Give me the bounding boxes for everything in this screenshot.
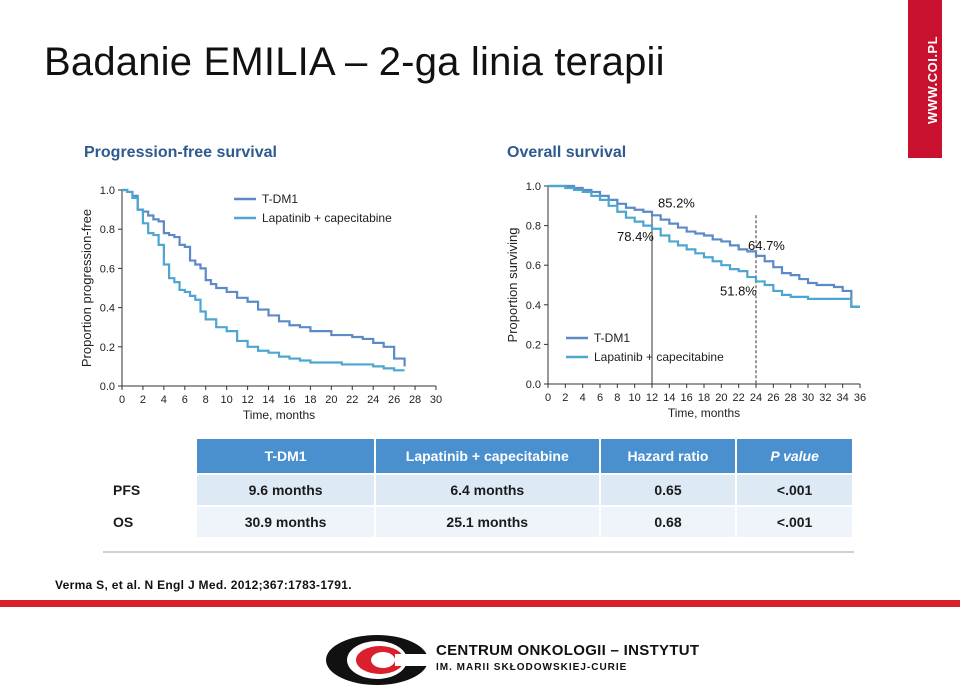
os-annotation: 51.8% bbox=[720, 283, 757, 298]
pfs-x-tick-label: 20 bbox=[325, 394, 337, 406]
footer-rule bbox=[0, 600, 960, 607]
pfs-y-tick-label: 0.8 bbox=[100, 224, 115, 236]
table-header-p-value-text: P value bbox=[770, 448, 819, 464]
pfs-x-tick-label: 18 bbox=[304, 394, 316, 406]
pfs-x-tick-label: 24 bbox=[367, 394, 379, 406]
cell-pfs-hr: 0.65 bbox=[598, 473, 738, 507]
results-table: T-DM1 Lapatinib + capecitabine Hazard ra… bbox=[102, 437, 854, 539]
os-annotation: 64.7% bbox=[748, 238, 785, 253]
pfs-x-tick-label: 30 bbox=[430, 394, 442, 406]
table-header-corner bbox=[102, 437, 198, 475]
os-x-tick-label: 26 bbox=[767, 392, 779, 404]
citation[interactable]: Verma S, et al. N Engl J Med. 2012;367:1… bbox=[55, 578, 352, 592]
table-header-tdm1: T-DM1 bbox=[195, 437, 376, 475]
row-label-pfs: PFS bbox=[102, 473, 198, 507]
pfs-x-tick-label: 0 bbox=[119, 394, 125, 406]
os-x-tick-label: 34 bbox=[837, 392, 849, 404]
cell-os-p: <.001 bbox=[735, 505, 854, 539]
os-x-tick-label: 6 bbox=[597, 392, 603, 404]
os-annotation: 85.2% bbox=[658, 195, 695, 210]
pfs-chart: 0.00.20.40.60.81.00 2 4 6 8 10 12 14 16 18 20 22 24 2… bbox=[79, 185, 442, 422]
table-row: PFS 9.6 months 6.4 months 0.65 <.001 bbox=[102, 473, 854, 507]
side-tab[interactable]: WWW.COI.PL bbox=[908, 0, 942, 158]
os-x-tick-label: 18 bbox=[698, 392, 710, 404]
os-y-tick-label: 1.0 bbox=[526, 181, 541, 193]
pfs-x-tick-label: 28 bbox=[409, 394, 421, 406]
os-x-tick-label: 8 bbox=[614, 392, 620, 404]
pfs-y-tick-label: 0.0 bbox=[100, 381, 115, 393]
os-series-line-lapatinib bbox=[548, 184, 860, 308]
institution-subtitle: IM. MARII SKŁODOWSKIEJ-CURIE bbox=[436, 662, 628, 673]
pfs-x-tick-label: 4 bbox=[161, 394, 167, 406]
pfs-chart-title: Progression-free survival bbox=[84, 144, 277, 161]
institution-name: CENTRUM ONKOLOGII – INSTYTUT bbox=[436, 642, 700, 659]
table-header-row: T-DM1 Lapatinib + capecitabine Hazard ra… bbox=[102, 437, 854, 475]
table-header-hazard-ratio: Hazard ratio bbox=[598, 437, 738, 475]
pfs-x-tick-label: 22 bbox=[346, 394, 358, 406]
os-y-tick-label: 0.6 bbox=[526, 260, 541, 272]
os-x-tick-label: 24 bbox=[750, 392, 762, 404]
os-y-tick-label: 0.0 bbox=[526, 379, 541, 391]
table-header-lapatinib: Lapatinib + capecitabine bbox=[373, 437, 601, 475]
pfs-y-tick-label: 0.2 bbox=[100, 342, 115, 354]
cell-pfs-lapatinib: 6.4 months bbox=[373, 473, 601, 507]
pfs-y-axis-label: Proportion progression-free bbox=[79, 209, 94, 367]
pfs-x-tick-label: 12 bbox=[241, 394, 253, 406]
cell-pfs-p: <.001 bbox=[735, 473, 854, 507]
cell-pfs-tdm1: 9.6 months bbox=[195, 473, 376, 507]
os-x-tick-label: 30 bbox=[802, 392, 814, 404]
os-x-tick-label: 22 bbox=[733, 392, 745, 404]
side-tab-label: WWW.COI.PL bbox=[925, 35, 940, 124]
os-x-tick-label: 14 bbox=[663, 392, 675, 404]
os-y-axis-label: Proportion surviving bbox=[505, 228, 520, 343]
os-y-tick-label: 0.8 bbox=[526, 221, 541, 233]
os-x-tick-label: 0 bbox=[545, 392, 551, 404]
os-annotation: 78.4% bbox=[617, 229, 654, 244]
os-x-tick-label: 4 bbox=[580, 392, 586, 404]
os-x-tick-label: 2 bbox=[562, 392, 568, 404]
cell-os-tdm1: 30.9 months bbox=[195, 505, 376, 539]
os-x-tick-label: 10 bbox=[629, 392, 641, 404]
os-x-tick-label: 12 bbox=[646, 392, 658, 404]
os-x-tick-label: 16 bbox=[681, 392, 693, 404]
os-x-axis-label: Time, months bbox=[668, 406, 740, 420]
os-x-tick-label: 32 bbox=[819, 392, 831, 404]
os-x-tick-label: 28 bbox=[785, 392, 797, 404]
os-y-tick-label: 0.4 bbox=[526, 300, 541, 312]
pfs-legend-label: T-DM1 bbox=[262, 192, 298, 206]
pfs-series-line-lapatinib bbox=[122, 188, 405, 372]
os-x-tick-label: 20 bbox=[715, 392, 727, 404]
os-chart-title: Overall survival bbox=[507, 144, 627, 161]
pfs-x-axis-label: Time, months bbox=[243, 408, 315, 422]
pfs-series-line-tdm1 bbox=[122, 188, 406, 367]
slide-title: Badanie EMILIA – 2-ga linia terapii bbox=[44, 40, 665, 84]
table-divider bbox=[103, 551, 854, 553]
os-x-tick-label: 36 bbox=[854, 392, 866, 404]
os-chart: 0.00.20.40.60.81.00 2 4 6 8 10 12 14 16 18 20 22 24 2… bbox=[505, 181, 866, 420]
pfs-x-tick-label: 8 bbox=[203, 394, 209, 406]
coi-logo-icon bbox=[326, 635, 429, 685]
pfs-x-tick-label: 6 bbox=[182, 394, 188, 406]
os-y-tick-label: 0.2 bbox=[526, 339, 541, 351]
cell-os-lapatinib: 25.1 months bbox=[373, 505, 601, 539]
pfs-x-tick-label: 16 bbox=[283, 394, 295, 406]
table-header-p-value: P value bbox=[735, 437, 854, 475]
pfs-x-tick-label: 14 bbox=[262, 394, 274, 406]
row-label-os: OS bbox=[102, 505, 198, 539]
pfs-x-tick-label: 26 bbox=[388, 394, 400, 406]
pfs-x-tick-label: 2 bbox=[140, 394, 146, 406]
pfs-y-tick-label: 1.0 bbox=[100, 185, 115, 197]
pfs-y-tick-label: 0.4 bbox=[100, 303, 115, 315]
table-row: OS 30.9 months 25.1 months 0.68 <.001 bbox=[102, 505, 854, 539]
os-legend-label: Lapatinib + capecitabine bbox=[594, 350, 724, 364]
cell-os-hr: 0.68 bbox=[598, 505, 738, 539]
os-series-line-tdm1 bbox=[548, 184, 860, 308]
pfs-y-tick-label: 0.6 bbox=[100, 263, 115, 275]
os-legend-label: T-DM1 bbox=[594, 331, 630, 345]
pfs-x-tick-label: 10 bbox=[221, 394, 233, 406]
pfs-legend-label: Lapatinib + capecitabine bbox=[262, 211, 392, 225]
